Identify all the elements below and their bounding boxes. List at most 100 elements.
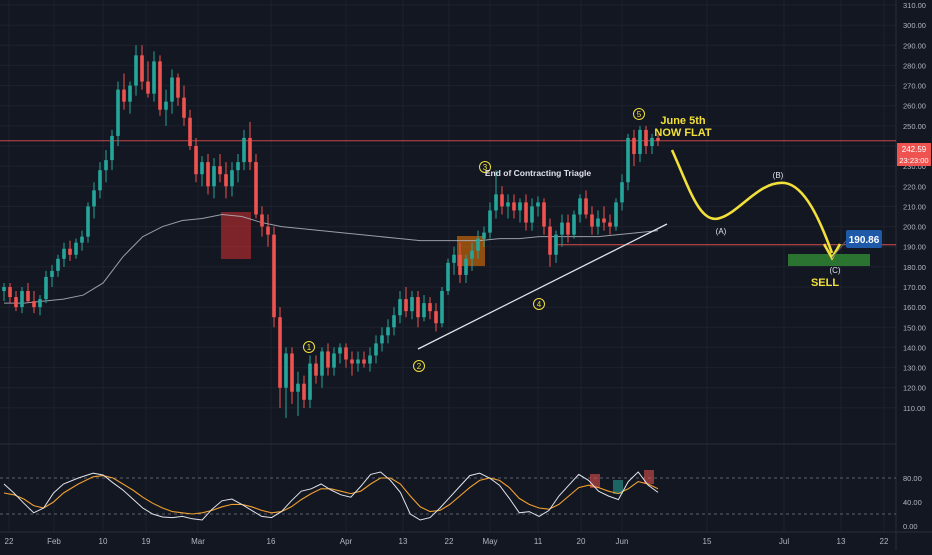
candle-body — [236, 162, 240, 171]
candle — [470, 242, 474, 271]
candle — [482, 226, 486, 247]
candle — [194, 137, 198, 183]
candle — [14, 291, 18, 312]
candle-body — [272, 234, 276, 318]
oscillator-k-line — [3, 471, 659, 521]
target-zone-box — [788, 254, 870, 266]
price-tick-label: 210.00 — [903, 202, 926, 211]
candle — [98, 162, 102, 199]
candle — [254, 154, 258, 219]
candle-body — [536, 202, 540, 207]
candle — [302, 375, 306, 408]
candle — [620, 174, 624, 211]
candle — [590, 206, 594, 235]
candle-body — [410, 297, 414, 312]
candle-body — [38, 299, 42, 308]
candle-body — [308, 363, 312, 400]
price-tick-label: 110.00 — [903, 404, 925, 413]
candle-body — [302, 383, 306, 400]
candlestick-series — [2, 45, 660, 418]
candle-body — [524, 202, 528, 223]
candle-body — [212, 166, 216, 187]
candle-body — [578, 198, 582, 215]
time-tick-label: 15 — [703, 537, 712, 546]
candle — [56, 254, 60, 277]
candle-body — [512, 202, 516, 211]
candle-body — [98, 170, 102, 191]
candle-body — [614, 202, 618, 227]
candle-body — [356, 359, 360, 364]
time-tick-label: 16 — [267, 537, 276, 546]
price-tick-label: 190.00 — [903, 243, 926, 252]
time-tick-label: 22 — [880, 537, 889, 546]
candle — [158, 55, 162, 116]
candle — [362, 351, 366, 368]
candle-body — [32, 301, 36, 308]
oscillator-axis: 80.00 40.00 0.00 — [903, 474, 922, 531]
candle — [188, 109, 192, 151]
candle — [128, 81, 132, 114]
candle — [608, 214, 612, 235]
candle — [650, 133, 654, 155]
candle-body — [260, 214, 264, 227]
candle — [230, 162, 234, 197]
candle-body — [56, 258, 60, 271]
price-tick-label: 170.00 — [903, 283, 926, 292]
candle-body — [170, 77, 174, 102]
candle-body — [86, 206, 90, 237]
candle — [488, 202, 492, 239]
candle-body — [560, 222, 564, 235]
candle-body — [650, 137, 654, 146]
candle-body — [278, 317, 282, 388]
candle — [452, 246, 456, 275]
candle-body — [458, 254, 462, 275]
oscillator-tick-label: 80.00 — [903, 474, 922, 483]
candle — [80, 230, 84, 251]
candle — [140, 45, 144, 90]
candle-body — [632, 137, 636, 155]
candle-body — [596, 218, 600, 227]
candle-body — [500, 194, 504, 207]
projection-label-b: (B) — [773, 171, 784, 180]
candle-body — [92, 190, 96, 207]
candle-body — [200, 162, 204, 175]
candle — [374, 335, 378, 364]
candle-body — [506, 202, 510, 207]
candle — [398, 291, 402, 324]
candle-body — [68, 248, 72, 255]
candle-body — [266, 226, 270, 235]
candle — [500, 186, 504, 215]
candle — [176, 73, 180, 106]
candle — [44, 270, 48, 304]
svg-text:3: 3 — [483, 163, 488, 172]
candle — [338, 343, 342, 364]
candle-body — [344, 347, 348, 360]
candle — [248, 121, 252, 171]
wave-label-4: 4 — [533, 298, 545, 310]
candle-body — [404, 299, 408, 312]
time-tick-label: May — [482, 537, 497, 546]
candle-body — [218, 166, 222, 175]
candle-body — [74, 242, 78, 255]
price-tick-label: 130.00 — [903, 364, 926, 373]
candle — [152, 51, 156, 102]
candle — [224, 162, 228, 199]
candle-body — [374, 343, 378, 356]
candle-body — [254, 162, 258, 215]
candle-body — [230, 170, 234, 187]
candle — [542, 198, 546, 235]
candle — [644, 125, 648, 155]
wave-label-1: 1 — [303, 341, 315, 353]
candle — [368, 347, 372, 372]
candle — [260, 206, 264, 237]
candle — [62, 242, 66, 267]
candle — [170, 69, 174, 114]
price-tick-label: 180.00 — [903, 263, 926, 272]
candle-body — [392, 315, 396, 328]
candle-body — [242, 137, 246, 163]
candle — [572, 210, 576, 239]
time-tick-label: 19 — [142, 537, 151, 546]
candle-body — [422, 303, 426, 318]
